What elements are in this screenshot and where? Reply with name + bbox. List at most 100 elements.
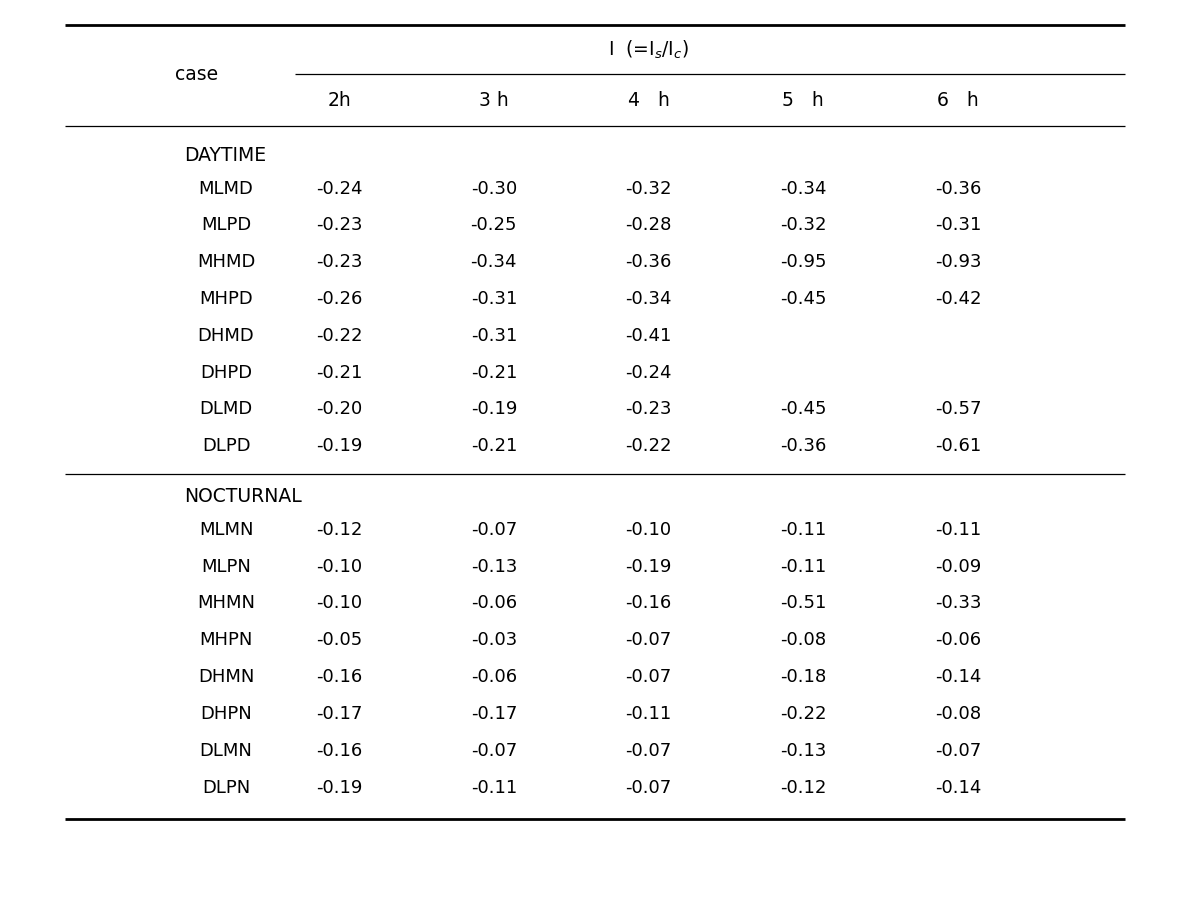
Text: MHPD: MHPD	[199, 290, 253, 308]
Text: -0.23: -0.23	[625, 401, 672, 418]
Text: -0.12: -0.12	[317, 521, 362, 539]
Text: -0.93: -0.93	[934, 253, 982, 271]
Text: 2h: 2h	[327, 91, 351, 110]
Text: -0.57: -0.57	[934, 401, 982, 418]
Text: -0.11: -0.11	[935, 521, 981, 539]
Text: -0.17: -0.17	[317, 705, 362, 723]
Text: -0.21: -0.21	[317, 364, 362, 382]
Text: -0.22: -0.22	[315, 327, 363, 345]
Text: 3 h: 3 h	[478, 91, 509, 110]
Text: -0.08: -0.08	[781, 631, 826, 649]
Text: -0.26: -0.26	[317, 290, 362, 308]
Text: -0.45: -0.45	[779, 401, 827, 418]
Text: -0.18: -0.18	[781, 668, 826, 686]
Text: -0.36: -0.36	[781, 437, 826, 455]
Text: -0.11: -0.11	[626, 705, 671, 723]
Text: -0.13: -0.13	[471, 558, 516, 576]
Text: -0.22: -0.22	[779, 705, 827, 723]
Text: -0.19: -0.19	[317, 779, 362, 797]
Text: -0.36: -0.36	[935, 180, 981, 198]
Text: -0.11: -0.11	[781, 521, 826, 539]
Text: DLMN: DLMN	[200, 742, 252, 760]
Text: -0.33: -0.33	[934, 594, 982, 612]
Text: -0.22: -0.22	[625, 437, 672, 455]
Text: -0.10: -0.10	[317, 594, 362, 612]
Text: DLMD: DLMD	[200, 401, 252, 418]
Text: -0.36: -0.36	[626, 253, 671, 271]
Text: DHMN: DHMN	[198, 668, 255, 686]
Text: -0.19: -0.19	[471, 401, 516, 418]
Text: DHPN: DHPN	[200, 705, 252, 723]
Text: -0.34: -0.34	[625, 290, 672, 308]
Text: -0.34: -0.34	[470, 253, 518, 271]
Text: -0.10: -0.10	[317, 558, 362, 576]
Text: -0.32: -0.32	[625, 180, 672, 198]
Text: DHMD: DHMD	[198, 327, 255, 345]
Text: MHPN: MHPN	[200, 631, 252, 649]
Text: -0.03: -0.03	[471, 631, 516, 649]
Text: 6   h: 6 h	[937, 91, 979, 110]
Text: DHPD: DHPD	[200, 364, 252, 382]
Text: -0.28: -0.28	[626, 216, 671, 234]
Text: DLPN: DLPN	[202, 779, 250, 797]
Text: MLMD: MLMD	[199, 180, 253, 198]
Text: -0.16: -0.16	[317, 668, 362, 686]
Text: -0.07: -0.07	[471, 742, 516, 760]
Text: -0.95: -0.95	[779, 253, 827, 271]
Text: -0.23: -0.23	[315, 216, 363, 234]
Text: -0.05: -0.05	[317, 631, 362, 649]
Text: 4   h: 4 h	[627, 91, 670, 110]
Text: MLPN: MLPN	[201, 558, 251, 576]
Text: DLPD: DLPD	[202, 437, 250, 455]
Text: -0.24: -0.24	[625, 364, 672, 382]
Text: -0.19: -0.19	[317, 437, 362, 455]
Text: -0.31: -0.31	[935, 216, 981, 234]
Text: -0.21: -0.21	[471, 437, 516, 455]
Text: -0.06: -0.06	[935, 631, 981, 649]
Text: MLMN: MLMN	[199, 521, 253, 539]
Text: -0.31: -0.31	[471, 290, 516, 308]
Text: MHMN: MHMN	[198, 594, 255, 612]
Text: -0.16: -0.16	[317, 742, 362, 760]
Text: -0.11: -0.11	[781, 558, 826, 576]
Text: -0.09: -0.09	[935, 558, 981, 576]
Text: -0.07: -0.07	[935, 742, 981, 760]
Text: -0.16: -0.16	[626, 594, 671, 612]
Text: -0.30: -0.30	[471, 180, 516, 198]
Text: -0.10: -0.10	[626, 521, 671, 539]
Text: -0.25: -0.25	[470, 216, 518, 234]
Text: DAYTIME: DAYTIME	[184, 145, 267, 165]
Text: -0.31: -0.31	[471, 327, 516, 345]
Text: -0.11: -0.11	[471, 779, 516, 797]
Text: -0.06: -0.06	[471, 594, 516, 612]
Text: -0.13: -0.13	[781, 742, 826, 760]
Text: -0.07: -0.07	[626, 742, 671, 760]
Text: -0.61: -0.61	[935, 437, 981, 455]
Text: -0.34: -0.34	[779, 180, 827, 198]
Text: -0.07: -0.07	[626, 631, 671, 649]
Text: -0.17: -0.17	[471, 705, 516, 723]
Text: -0.12: -0.12	[781, 779, 826, 797]
Text: -0.14: -0.14	[935, 668, 981, 686]
Text: NOCTURNAL: NOCTURNAL	[184, 487, 302, 506]
Text: -0.06: -0.06	[471, 668, 516, 686]
Text: -0.41: -0.41	[626, 327, 671, 345]
Text: -0.07: -0.07	[626, 779, 671, 797]
Text: -0.24: -0.24	[315, 180, 363, 198]
Text: -0.07: -0.07	[626, 668, 671, 686]
Text: MHMD: MHMD	[196, 253, 256, 271]
Text: I  (=I$_s$/I$_c$): I (=I$_s$/I$_c$)	[608, 39, 689, 60]
Text: -0.21: -0.21	[471, 364, 516, 382]
Text: MLPD: MLPD	[201, 216, 251, 234]
Text: -0.23: -0.23	[315, 253, 363, 271]
Text: case: case	[175, 66, 218, 84]
Text: -0.42: -0.42	[934, 290, 982, 308]
Text: 5   h: 5 h	[782, 91, 825, 110]
Text: -0.45: -0.45	[779, 290, 827, 308]
Text: -0.51: -0.51	[781, 594, 826, 612]
Text: -0.19: -0.19	[626, 558, 671, 576]
Text: -0.08: -0.08	[935, 705, 981, 723]
Text: -0.20: -0.20	[317, 401, 362, 418]
Text: -0.14: -0.14	[935, 779, 981, 797]
Text: -0.32: -0.32	[779, 216, 827, 234]
